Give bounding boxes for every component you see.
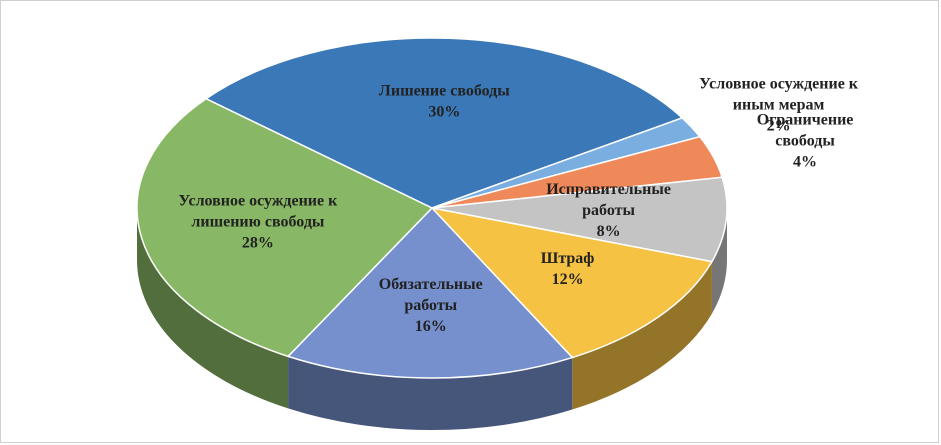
value-label: 12% — [552, 271, 584, 288]
value-label: 16% — [415, 318, 447, 335]
slice — [431, 176, 728, 263]
category-label: Обязательные работы — [379, 276, 483, 314]
category-label: Условное осуждение к лишению свободы — [178, 192, 338, 230]
pie-sides — [137, 208, 727, 430]
value-label: 8% — [597, 223, 621, 240]
slice — [286, 206, 574, 379]
slice — [429, 206, 714, 359]
slice-side — [711, 208, 727, 314]
slice — [136, 97, 434, 358]
category-label: Штраф — [541, 250, 595, 267]
pie-tops — [136, 37, 728, 379]
category-label: Ограничение свободы — [757, 111, 854, 149]
slice-side — [288, 356, 573, 430]
labels: Лишение свободы 30% Условное осуждение к ин… — [178, 75, 858, 335]
value-label: 4% — [793, 153, 817, 170]
slice-side — [137, 208, 289, 409]
category-label: Лишение свободы — [379, 83, 510, 100]
category-label: Условное осуждение к иным мерам — [699, 75, 859, 113]
value-label: 28% — [242, 234, 274, 251]
category-label: Исправительные работы — [546, 181, 671, 219]
slice-side — [572, 261, 712, 410]
slice — [204, 37, 684, 209]
value-label: 2% — [767, 117, 791, 134]
value-label: 30% — [428, 104, 460, 121]
